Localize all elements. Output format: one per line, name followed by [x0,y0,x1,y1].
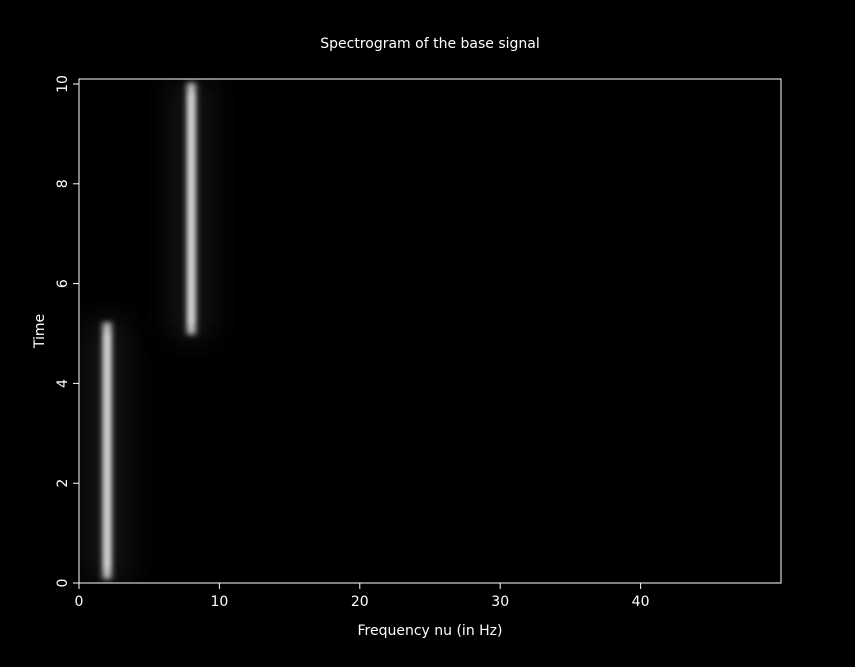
x-axis: 0 10 20 30 40 [75,583,650,610]
chart-title: Spectrogram of the base signal [320,36,540,52]
y-tick-label: 4 [55,379,71,388]
x-tick-label: 40 [632,594,650,610]
x-tick-label: 30 [491,594,509,610]
y-tick-label: 8 [55,179,71,188]
x-tick-label: 20 [351,594,369,610]
spectral-band-peak [105,332,109,569]
heatmap-area [93,79,206,583]
x-axis-label: Frequency nu (in Hz) [358,623,503,639]
y-tick-label: 10 [55,75,71,93]
x-tick-label: 10 [210,594,228,610]
y-tick-label: 2 [55,479,71,488]
x-tick-label: 0 [75,594,84,610]
y-tick-label: 0 [55,579,71,588]
y-tick-label: 6 [55,279,71,288]
y-axis: 0 2 4 6 8 10 [55,75,79,587]
spectral-band-2 [177,79,206,339]
spectral-band-1 [93,318,122,583]
y-axis-label: Time [32,314,48,349]
plot-frame [78,78,782,584]
spectral-band-peak [190,93,193,325]
